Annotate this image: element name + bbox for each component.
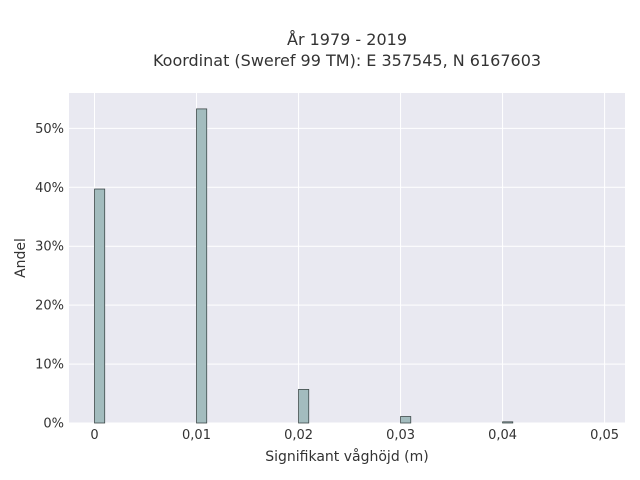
x-tick-label: 0,03 (386, 428, 415, 443)
chart-subtitle: Koordinat (Sweref 99 TM): E 357545, N 61… (153, 51, 541, 70)
y-axis-ticks: 0% 10% 20% 30% 40% 50% (35, 122, 64, 432)
x-tick-label: 0,02 (284, 428, 313, 443)
grid-lines (69, 93, 625, 424)
y-tick-label: 10% (35, 358, 64, 373)
bars (94, 108, 514, 424)
histogram-bar (502, 421, 514, 424)
histogram-bar (298, 389, 310, 424)
y-tick-label: 0% (43, 417, 64, 432)
x-axis-ticks: 0 0,01 0,02 0,03 0,04 0,05 (90, 428, 619, 443)
histogram-bar (196, 108, 208, 424)
x-tick-label: 0,04 (488, 428, 517, 443)
y-axis-label: Andel (13, 238, 29, 278)
plot-area (69, 93, 625, 423)
y-tick-label: 20% (35, 299, 64, 314)
y-tick-label: 40% (35, 181, 64, 196)
x-tick-label: 0,01 (182, 428, 211, 443)
y-tick-label: 30% (35, 240, 64, 255)
chart-title: År 1979 - 2019 (287, 30, 407, 49)
x-tick-label: 0,05 (590, 428, 619, 443)
x-axis-label: Signifikant våghöjd (m) (265, 448, 428, 465)
histogram-bar (400, 416, 412, 424)
histogram-bar (94, 188, 106, 424)
y-tick-label: 50% (35, 122, 64, 137)
x-tick-label: 0 (90, 428, 98, 443)
